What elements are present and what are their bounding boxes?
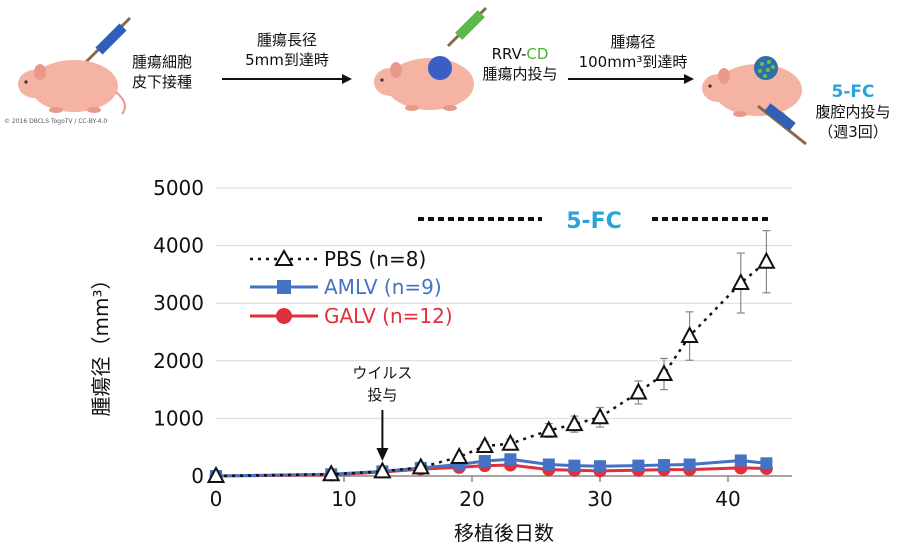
y-tick-label: 0: [191, 464, 204, 488]
x-tick-label: 10: [331, 487, 356, 511]
tumor-icon: [428, 56, 452, 80]
grid-lines: [216, 187, 792, 477]
x-axis-label: 移植後日数: [454, 521, 554, 545]
series-layer: [206, 230, 776, 483]
axes: [215, 475, 792, 482]
data-point: [478, 455, 491, 468]
y-tick-label: 3000: [153, 291, 204, 315]
tumor-icon: [754, 56, 778, 80]
data-point: [450, 446, 469, 464]
data-point: [411, 457, 430, 475]
legend: PBS (n=8) AMLV (n=9) GALV (n=12): [250, 247, 453, 328]
legend-item: GALV (n=12): [250, 304, 453, 328]
data-point: [734, 454, 747, 467]
data-point: [568, 459, 581, 472]
y-tick-label: 4000: [153, 234, 204, 258]
data-point: [731, 272, 750, 291]
virus-label: 投与: [367, 386, 397, 404]
arrow1-label: 腫瘍長径 5mm到達時: [245, 31, 329, 69]
data-point: [322, 464, 341, 482]
schematic: © 2016 DBCLS TogoTV / CC-BY-4.0 腫瘍細胞 皮下接…: [0, 0, 904, 160]
syringe-icon: [757, 103, 807, 146]
data-point: [680, 325, 699, 344]
legend-label: GALV (n=12): [324, 304, 453, 328]
series-pbs: [206, 230, 776, 483]
legend-item: AMLV (n=9): [250, 275, 442, 299]
mouse-2-illustration: [374, 6, 488, 111]
virus-arrow-head: [376, 448, 389, 461]
arrow1-head: [342, 74, 352, 84]
data-point: [504, 453, 517, 466]
legend-marker: [277, 280, 291, 294]
data-point: [757, 251, 776, 269]
x-tick-label: 0: [210, 487, 223, 511]
data-point: [658, 459, 670, 472]
legend-item: PBS (n=8): [250, 247, 426, 271]
data-point: [475, 435, 494, 454]
data-point: [501, 433, 520, 451]
data-point: [590, 407, 610, 425]
arrow2-label: 腫瘍径 100mm³到達時: [578, 33, 688, 71]
data-point: [683, 458, 696, 471]
data-point: [206, 465, 226, 483]
arrow1-line: [222, 78, 344, 80]
mouse-1-illustration: [18, 16, 132, 115]
legend-label: PBS (n=8): [324, 247, 426, 271]
data-point: [539, 420, 558, 438]
x-tick-label: 30: [587, 487, 612, 511]
legend-label: AMLV (n=9): [324, 275, 442, 299]
tick-labels: 0 1000 2000 3000 4000 5000 0 10 20 30 40: [153, 176, 741, 511]
legend-marker: [274, 248, 294, 266]
mouse-3-illustration: [702, 56, 807, 146]
data-point: [654, 363, 674, 382]
step2-label: RRV-CD 腫瘍内投与: [482, 45, 558, 83]
step3-label: 5-FC 腹腔内投与 （週3回）: [815, 82, 891, 141]
data-point: [542, 458, 555, 471]
arrow2-line: [568, 78, 686, 80]
syringe-icon: [446, 6, 488, 48]
y-tick-label: 5000: [153, 176, 204, 200]
series-line: [215, 260, 768, 478]
y-axis-label: 腫瘍径（mm³）: [89, 270, 113, 417]
data-point: [632, 459, 645, 472]
y-tick-label: 1000: [153, 406, 204, 430]
data-point: [594, 460, 606, 473]
step1-label: 腫瘍細胞 皮下接種: [131, 53, 192, 91]
data-point: [760, 457, 773, 470]
data-point: [629, 382, 648, 400]
data-point: [373, 461, 392, 479]
virus-label: ウイルス: [352, 364, 412, 382]
fc-period-label: 5-FC: [566, 209, 622, 234]
y-tick-label: 2000: [153, 349, 204, 373]
series-amlv: [210, 453, 773, 482]
arrow2-head: [684, 74, 694, 84]
x-tick-label: 20: [459, 487, 484, 511]
data-point: [565, 414, 584, 432]
legend-marker: [276, 308, 292, 324]
x-tick-label: 40: [715, 487, 740, 511]
copyright-text: © 2016 DBCLS TogoTV / CC-BY-4.0: [4, 118, 108, 125]
tumor-growth-chart: 0 1000 2000 3000 4000 5000 0 10 20 30 40 5-FC ウイルス投…: [89, 176, 792, 545]
